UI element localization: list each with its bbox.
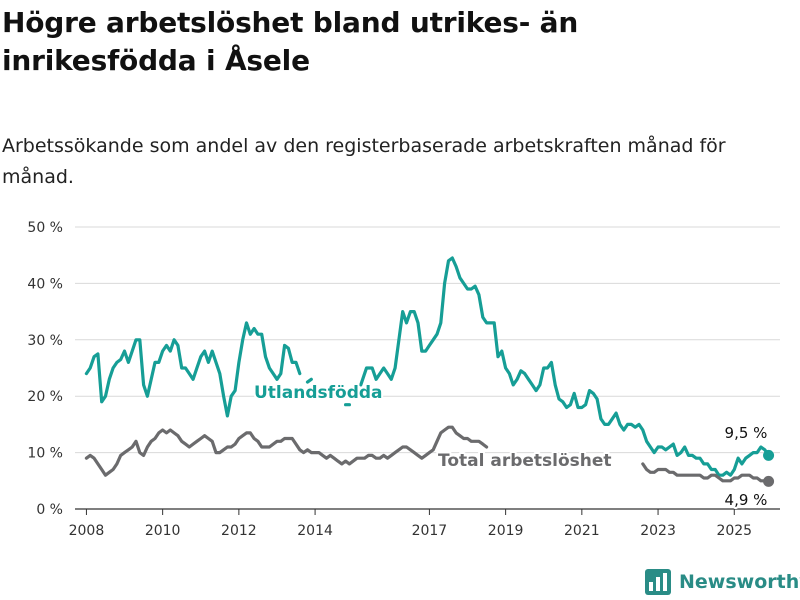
end-value-label-total-halo: 4,9 % — [725, 491, 768, 509]
series-line-total — [641, 462, 771, 483]
end-value-label-foreign-halo: 9,5 % — [725, 424, 768, 442]
x-tick-label: 2012 — [221, 523, 257, 539]
chart-subtitle: Arbetssökande som andel av den registerb… — [2, 135, 726, 188]
y-tick-label: 10 % — [27, 446, 63, 462]
x-tick-label: 2025 — [716, 523, 752, 539]
chart-logo-icon — [645, 569, 671, 595]
end-value-label-foreign: 9,5 % — [725, 424, 768, 442]
series-line-foreign — [84, 321, 302, 418]
y-tick-label: 0 % — [36, 502, 63, 518]
x-tick-label: 2023 — [640, 523, 676, 539]
x-tick-label: 2017 — [412, 523, 448, 539]
end-point-total — [763, 475, 775, 487]
x-tick-label: 2010 — [145, 523, 181, 539]
newsworthy-logo: Newsworthy — [645, 569, 800, 595]
series-label-total-halo: Total arbetslöshet — [438, 451, 612, 471]
series-layer — [84, 256, 775, 487]
x-tick-label: 2008 — [69, 523, 105, 539]
chart-title: Högre arbetslöshet bland utrikes- än inr… — [2, 6, 579, 77]
y-tick-label: 50 % — [27, 220, 63, 236]
series-line-foreign — [305, 377, 313, 384]
series-line-foreign — [359, 256, 771, 477]
x-tick-label: 2019 — [488, 523, 524, 539]
x-tick-label: 2021 — [564, 523, 600, 539]
brand-name: Newsworthy — [679, 571, 800, 593]
y-tick-label: 20 % — [27, 389, 63, 405]
x-tick-label: 2014 — [297, 523, 333, 539]
series-label-foreign: Utlandsfödda — [254, 383, 383, 403]
series-label-total: Total arbetslöshet — [438, 451, 612, 471]
series-label-foreign-halo: Utlandsfödda — [254, 383, 383, 403]
series-line-total — [84, 425, 489, 477]
grid-layer — [75, 226, 780, 454]
y-tick-label: 30 % — [27, 333, 63, 349]
end-point-foreign — [763, 449, 775, 461]
y-tick-label: 40 % — [27, 276, 63, 292]
axis-layer: 0 % 10 % 20 % 30 % 40 % 50 % 2008 2010 2012 2014 2… — [27, 220, 780, 539]
end-value-label-total: 4,9 % — [725, 491, 768, 509]
